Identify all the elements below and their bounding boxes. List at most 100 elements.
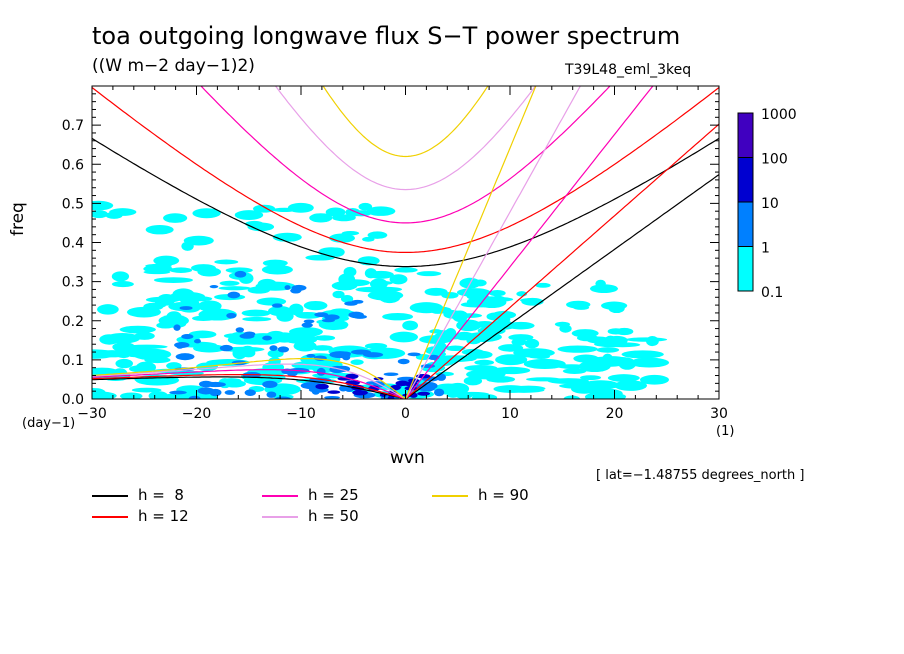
power-contour-patch	[523, 358, 566, 370]
power-contour-patch	[119, 325, 156, 334]
power-contour-patch	[511, 385, 546, 392]
power-contour-patch	[115, 358, 134, 369]
power-contour-patch	[134, 332, 155, 340]
power-contour-patch	[557, 345, 598, 353]
power-contour-patch	[169, 390, 187, 395]
power-contour-patch	[604, 342, 641, 348]
power-contour-patch	[169, 267, 193, 273]
power-contour-patch	[235, 327, 245, 333]
power-contour-patch	[244, 389, 256, 397]
legend-swatch	[262, 516, 298, 518]
power-contour-patch	[521, 297, 544, 306]
power-contour-patch	[241, 309, 271, 317]
legend-label: h = 12	[138, 507, 189, 525]
power-contour-patch	[262, 380, 278, 389]
power-contour-patch	[192, 208, 221, 219]
power-contour-patch	[262, 335, 272, 341]
legend-swatch	[92, 516, 128, 518]
power-contour-patch	[193, 339, 201, 344]
colorbar-label: 100	[761, 152, 788, 168]
power-contour-patch	[111, 271, 130, 282]
power-contour-patch	[397, 314, 411, 320]
power-contour-patch	[272, 207, 297, 213]
power-contour-patch	[629, 357, 670, 368]
power-contour-patch	[355, 286, 393, 293]
power-contour-patch	[343, 266, 357, 277]
dispersion-curve	[405, 123, 719, 399]
power-contour-patch	[281, 368, 294, 375]
dispersion-curve	[322, 86, 489, 158]
power-contour-patch	[92, 200, 114, 211]
power-contour-patch	[467, 350, 493, 359]
power-contour-patch	[153, 265, 173, 272]
colorbar-segment	[737, 112, 754, 158]
axes: −30 −20 −10 0 10 20 30 0.0 0.1 0.2 0.3 0.4 0.5 0.6 0.7	[62, 86, 728, 422]
power-contour-patch	[132, 348, 172, 361]
power-contour-patch	[427, 354, 440, 360]
power-contour-patch	[389, 331, 419, 343]
power-contour-patch	[445, 345, 466, 352]
power-contour-patch	[646, 336, 659, 347]
power-contour-patch	[92, 387, 106, 398]
legend-label: h = 25	[308, 486, 359, 504]
dispersion-curve	[404, 86, 537, 399]
power-contour-patch	[571, 384, 598, 394]
colorbar: 0.1 1 10 100 1000	[737, 107, 797, 301]
legend-swatch	[92, 495, 128, 497]
dispersion-curve	[274, 86, 537, 191]
power-contour-patch	[434, 388, 445, 397]
power-contour-patch	[329, 233, 355, 243]
power-contour-patch	[126, 306, 161, 318]
power-contour-patch	[224, 390, 236, 395]
power-contour-patch	[488, 290, 506, 297]
power-contour-patch	[291, 284, 307, 291]
power-contour-patch	[614, 380, 648, 391]
power-contour-patch	[351, 299, 364, 304]
power-contour-patch	[468, 372, 498, 378]
power-contour-patch	[425, 346, 446, 355]
power-contour-patch	[407, 352, 421, 357]
power-contour-patch	[389, 274, 408, 285]
legend-label: h = 90	[478, 486, 529, 504]
power-contour-patch	[429, 329, 443, 334]
power-contour-patch	[181, 334, 194, 340]
power-contour-patch	[198, 308, 237, 321]
power-contour-patch	[227, 291, 241, 299]
power-contour-patch	[350, 359, 364, 365]
power-contour-patch	[596, 347, 620, 353]
power-contour-patch	[168, 291, 206, 302]
power-contour-patch	[353, 314, 367, 319]
power-contour-patch	[288, 303, 304, 316]
power-contour-patch	[241, 348, 256, 358]
power-contour-patch	[153, 277, 194, 283]
latitude-note: [ lat=−1.48755 degrees_north ]	[596, 468, 805, 483]
power-contour-patch	[394, 267, 418, 273]
legend-swatch	[432, 495, 468, 497]
power-contour-patch	[188, 330, 217, 339]
power-contour-patch	[243, 331, 256, 337]
power-contour-patch	[120, 392, 143, 399]
power-contour-patch	[332, 214, 356, 222]
power-contour-patch	[173, 324, 181, 331]
power-contour-patch	[284, 285, 291, 290]
power-contour-patch	[621, 350, 664, 359]
dispersion-curve	[405, 86, 654, 399]
power-contour-patch	[301, 322, 313, 328]
y-tick-label: 0.3	[62, 275, 84, 291]
power-contour-patch	[188, 395, 201, 399]
power-contour-patch	[364, 342, 388, 350]
power-contour-patch	[105, 211, 123, 219]
power-contour-patch	[562, 368, 587, 374]
power-contour-patch	[366, 206, 396, 216]
power-contours	[92, 200, 670, 399]
power-contour-patch	[303, 319, 315, 324]
power-contour-patch	[111, 281, 134, 288]
power-contour-patch	[145, 225, 174, 235]
power-contour-patch	[306, 353, 316, 358]
power-contour-patch	[97, 304, 119, 315]
power-contour-patch	[473, 279, 487, 287]
power-contour-patch	[305, 254, 335, 261]
power-contour-patch	[197, 300, 222, 312]
power-contour-patch	[547, 378, 590, 384]
power-contour-patch	[589, 388, 623, 399]
